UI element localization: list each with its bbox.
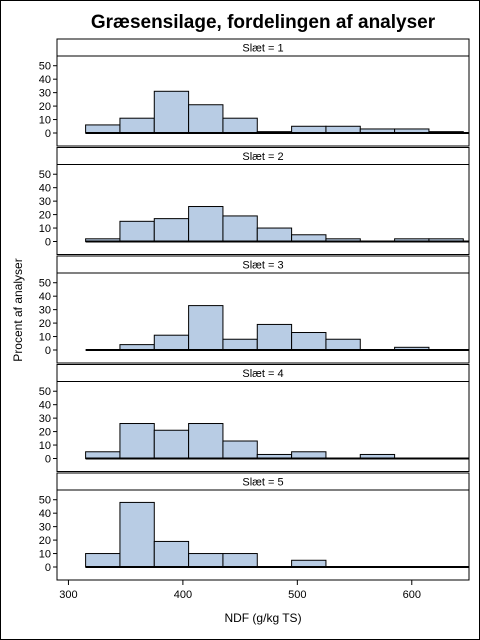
- x-tick-label: 500: [288, 589, 306, 601]
- y-tick-label: 0: [45, 562, 51, 574]
- y-tick-label: 0: [45, 345, 51, 357]
- x-tick-label: 400: [174, 589, 192, 601]
- histogram-bar: [153, 218, 190, 242]
- y-tick-label: 50: [39, 278, 51, 290]
- y-tick-label: 10: [39, 549, 51, 561]
- histogram-bar: [222, 440, 258, 460]
- histogram-bar: [119, 501, 155, 568]
- histogram-bar: [153, 334, 190, 351]
- y-tick-label: 40: [39, 183, 51, 195]
- histogram-bar: [291, 125, 327, 134]
- x-axis-label: NDF (g/kg TS): [224, 611, 301, 625]
- histogram-bar: [325, 338, 361, 351]
- x-tick-label: 600: [403, 589, 421, 601]
- panel-strip-label: Slæt = 3: [242, 260, 283, 272]
- y-tick-label: 20: [39, 318, 51, 330]
- x-tick-label: 300: [59, 589, 77, 601]
- histogram-bar: [119, 423, 155, 460]
- y-tick-label: 40: [39, 508, 51, 520]
- y-tick-label: 10: [39, 223, 51, 235]
- histogram-bar: [222, 338, 258, 351]
- histogram-bar: [119, 117, 155, 134]
- histogram-bar: [222, 215, 258, 243]
- y-tick-label: 30: [39, 88, 51, 100]
- y-tick-label: 10: [39, 332, 51, 344]
- panel-strip-label: Slæt = 5: [242, 477, 283, 489]
- histogram-bar: [291, 559, 327, 568]
- histogram-bar: [256, 323, 293, 351]
- histogram-bar: [222, 117, 258, 134]
- y-tick-label: 0: [45, 128, 51, 140]
- chart-title: Græsensilage, fordelingen af analyser: [91, 12, 436, 33]
- histogram-bar: [291, 451, 327, 460]
- panel-strip-label: Slæt = 2: [242, 151, 283, 163]
- y-tick-label: 50: [39, 386, 51, 398]
- y-tick-label: 0: [45, 454, 51, 466]
- y-tick-label: 10: [39, 115, 51, 127]
- histogram-bar: [85, 451, 121, 460]
- y-tick-label: 20: [39, 101, 51, 113]
- y-tick-label: 30: [39, 413, 51, 425]
- y-tick-label: 50: [39, 495, 51, 507]
- histogram-bar: [188, 305, 224, 351]
- y-tick-label: 20: [39, 210, 51, 222]
- histogram-bar: [85, 553, 121, 568]
- histogram-bar: [119, 220, 155, 242]
- histogram-bar: [222, 553, 258, 568]
- y-tick-label: 40: [39, 400, 51, 412]
- y-tick-label: 20: [39, 535, 51, 547]
- histogram-bar: [256, 227, 293, 243]
- y-tick-label: 50: [39, 169, 51, 181]
- histogram-bar: [85, 124, 121, 134]
- y-axis-label: Procent af analyser: [11, 258, 25, 361]
- histogram-bar: [188, 206, 224, 243]
- histogram-bar: [325, 125, 361, 134]
- y-tick-label: 0: [45, 237, 51, 249]
- histogram-bar: [188, 553, 224, 568]
- histogram-bar: [153, 90, 190, 134]
- histogram-bar: [291, 234, 327, 242]
- y-tick-label: 40: [39, 74, 51, 86]
- y-tick-label: 50: [39, 61, 51, 73]
- histogram-bar: [291, 332, 327, 351]
- y-tick-label: 20: [39, 427, 51, 439]
- histogram-bar: [153, 540, 190, 568]
- histogram-bar: [153, 429, 190, 459]
- histogram-bar: [188, 104, 224, 134]
- panel-strip-label: Slæt = 1: [242, 43, 283, 55]
- y-tick-label: 30: [39, 522, 51, 534]
- y-tick-label: 40: [39, 291, 51, 303]
- y-tick-label: 30: [39, 305, 51, 317]
- panel-strip-label: Slæt = 4: [242, 368, 283, 380]
- histogram-bar: [188, 423, 224, 460]
- y-tick-label: 10: [39, 440, 51, 452]
- y-tick-label: 30: [39, 196, 51, 208]
- x-axis: 300 400 500 600: [59, 580, 421, 601]
